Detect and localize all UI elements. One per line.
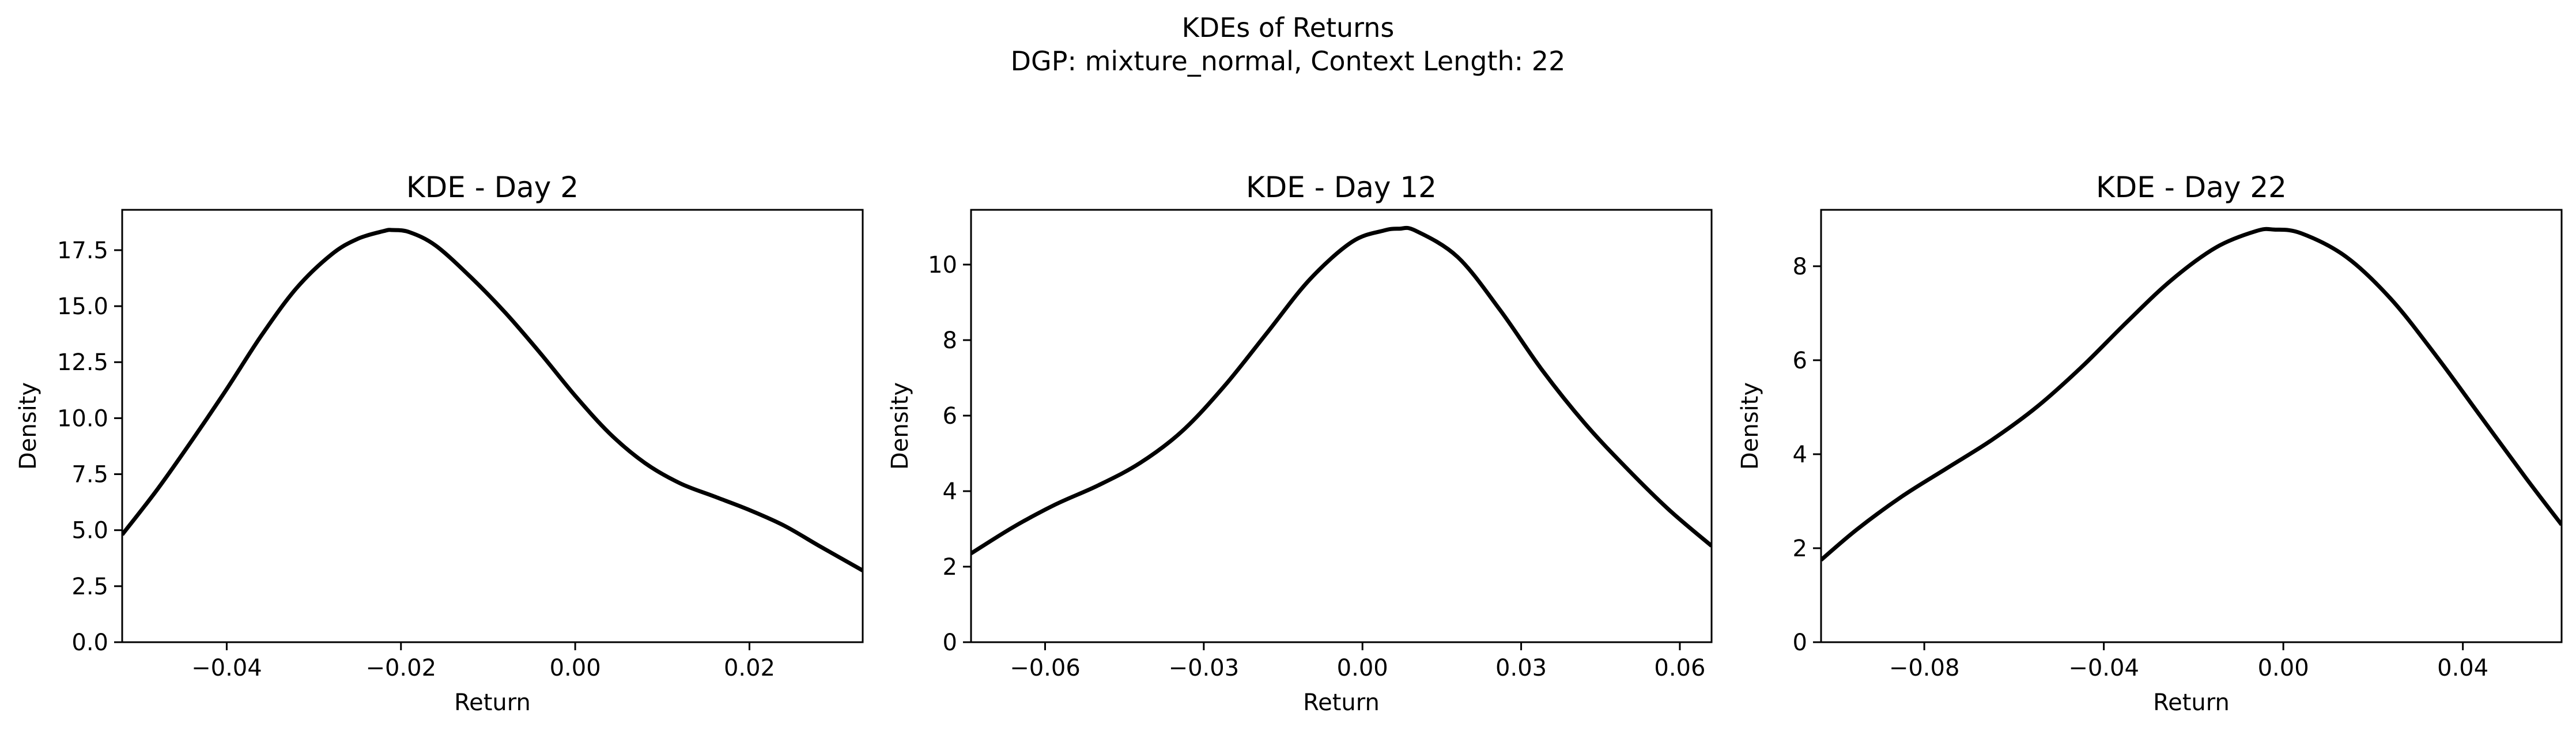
y-tick-label: 0: [1793, 630, 1807, 656]
subplot-title: KDE - Day 12: [1246, 171, 1437, 204]
y-tick-label: 2.5: [71, 574, 108, 600]
x-tick-label: −0.06: [1010, 655, 1081, 681]
y-tick-label: 2: [1793, 536, 1807, 562]
x-tick-label: 0.00: [2258, 655, 2309, 681]
y-tick-label: 17.5: [57, 238, 108, 264]
y-tick-label: 12.5: [57, 349, 108, 376]
x-tick-label: −0.08: [1889, 655, 1960, 681]
y-tick-label: 15.0: [57, 293, 108, 320]
y-tick-label: 6: [943, 403, 957, 429]
x-tick-label: 0.04: [2437, 655, 2488, 681]
y-tick-label: 0: [943, 630, 957, 656]
axes-frame: [121, 209, 864, 643]
x-tick-label: −0.04: [191, 655, 262, 681]
figure-title: KDEs of Returns: [1182, 12, 1395, 43]
x-axis-label: Return: [454, 689, 531, 716]
x-tick-label: 0.00: [550, 655, 601, 681]
x-tick-label: −0.04: [2068, 655, 2139, 681]
axes-frame: [1820, 209, 2563, 643]
kde-curve: [122, 228, 863, 572]
subplot-title: KDE - Day 2: [406, 171, 579, 204]
y-axis-label: Density: [1737, 382, 1763, 470]
y-tick-label: 4: [943, 478, 957, 505]
subplot-2: −0.06 −0.03 0.00 0.03 0.06 0 2 4 6 8 10 KDE - Day 1…: [887, 171, 1713, 716]
kde-curve: [1821, 227, 2562, 562]
subplot-title: KDE - Day 22: [2096, 171, 2287, 204]
subplot-1: −0.04 −0.02 0.00 0.02 0.0 2.5 5.0 7.5 10.0 12.5 15…: [15, 171, 864, 716]
y-tick-label: 5.0: [71, 518, 108, 544]
y-tick-label: 2: [943, 554, 957, 581]
x-tick-label: 0.00: [1337, 655, 1388, 681]
x-axis-label: Return: [1303, 689, 1380, 716]
y-tick-label: 4: [1793, 442, 1807, 468]
kde-curve: [971, 225, 1712, 556]
y-tick-label: 8: [943, 327, 957, 354]
subplot-3: −0.08 −0.04 0.00 0.04 0 2 4 6 8 KDE - Day 22 Retur…: [1737, 171, 2563, 716]
y-tick-label: 8: [1793, 254, 1807, 280]
y-tick-label: 6: [1793, 348, 1807, 374]
y-tick-label: 0.0: [71, 630, 108, 656]
x-tick-label: 0.03: [1495, 655, 1547, 681]
subplots: −0.04 −0.02 0.00 0.02 0.0 2.5 5.0 7.5 10.0 12.5 15…: [15, 171, 2563, 716]
y-axis-label: Density: [887, 382, 913, 470]
x-tick-label: −0.02: [365, 655, 436, 681]
axes-frame: [970, 209, 1713, 643]
y-tick-label: 10.0: [57, 405, 108, 432]
y-tick-label: 10: [928, 252, 957, 278]
x-tick-label: 0.02: [724, 655, 775, 681]
y-tick-label: 7.5: [71, 462, 108, 488]
x-tick-label: 0.06: [1654, 655, 1705, 681]
x-tick-label: −0.03: [1169, 655, 1240, 681]
figure-subtitle: DGP: mixture_normal, Context Length: 22: [1011, 46, 1566, 77]
x-axis-label: Return: [2153, 689, 2230, 716]
y-axis-label: Density: [15, 382, 41, 470]
